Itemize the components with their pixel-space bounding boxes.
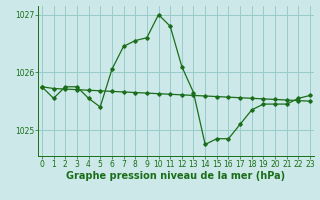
X-axis label: Graphe pression niveau de la mer (hPa): Graphe pression niveau de la mer (hPa) (67, 171, 285, 181)
